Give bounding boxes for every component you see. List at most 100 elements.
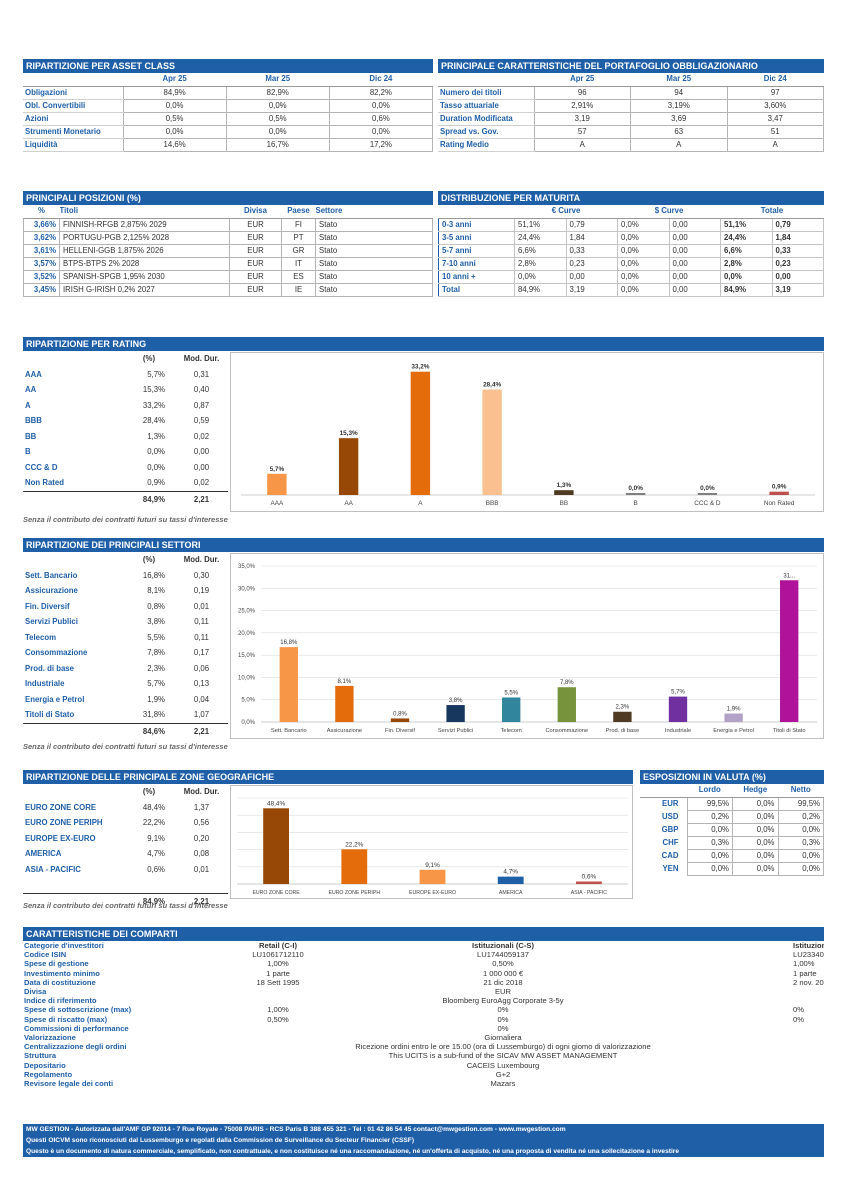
- footer-line-3: Questo è un documento di natura commerci…: [23, 1146, 824, 1157]
- category-label: Energia e Petrol: [713, 728, 754, 734]
- zone-row-label: ASIA - PACIFIC: [25, 864, 81, 874]
- col-settore: Settore: [315, 205, 433, 219]
- position-title: IRISH G-IRISH 0,2% 2027: [59, 282, 230, 297]
- compartment-common-value: Ricezione ordini entro le ore 15.00 (ora…: [355, 1042, 651, 1052]
- category-label: B: [633, 500, 637, 507]
- compartment-key: Categorie d'investitori: [24, 941, 104, 950]
- compartment-value-ci: Retail (C-I): [259, 941, 297, 950]
- compartment-value-cs: 1 000 000 €: [482, 968, 524, 978]
- sectors-total-dur: 2,21: [175, 722, 228, 739]
- compartment-key: Commissioni di performance: [24, 1023, 129, 1033]
- maturity-value: 0,79: [771, 217, 824, 232]
- category-label: Non Rated: [764, 500, 795, 507]
- asset-class-row-label: Obl. Convertibili: [23, 99, 123, 113]
- compartment-row: Depositario CACEIS Luxembourg: [23, 1061, 824, 1070]
- bond-char-row-value: 57: [533, 124, 631, 139]
- currency-title: ESPOSIZIONI IN VALUTA (%): [640, 770, 824, 784]
- compartment-value-cs: LU1744059137: [477, 950, 529, 960]
- bond-char-row-value: 3,60%: [726, 98, 824, 113]
- col-pct: (%): [142, 554, 156, 564]
- category-label: BBB: [486, 500, 499, 507]
- asset-class-row-label: Liquidità: [23, 138, 123, 152]
- category-label: Telecom: [501, 728, 522, 734]
- col-paese: Paese: [281, 205, 316, 219]
- currency-row: CHF 0,3% 0,0% 0,3%: [640, 835, 824, 850]
- currency-value: 0,0%: [732, 861, 779, 876]
- positions-table: % Titoli Divisa Paese Settore 3,66% FINNI…: [23, 205, 433, 297]
- asset-class-row-label: Azioni: [23, 112, 123, 126]
- rating-row-label: BBB: [25, 416, 42, 425]
- sector-row-label: Prod. di base: [25, 663, 74, 673]
- compartment-key: Centralizzazione degli ordini: [24, 1042, 127, 1052]
- rating-row: BB 1,3% 0,02: [23, 429, 228, 445]
- compartment-value-ci: 1,00%: [267, 1005, 289, 1015]
- col-mod-dur: Mod. Dur.: [183, 554, 220, 564]
- compartment-common-value: Giornaliera: [484, 1033, 522, 1043]
- sector-row: Consommazione 7,8% 0,17: [23, 645, 228, 661]
- currency-code: CHF: [662, 837, 679, 847]
- asset-class-row-value: 0,0%: [225, 98, 330, 113]
- sector-row-label: Servizi Publici: [25, 617, 78, 626]
- sector-row-pct: 16,8%: [142, 570, 165, 580]
- col-titoli: Titoli: [59, 205, 230, 219]
- sector-row: Prod. di base 2,3% 0,06: [23, 661, 228, 677]
- maturity-table: € Curve $ Curve Totale 0-3 anni 51,1% 0,79…: [438, 205, 824, 297]
- col-mar25: Mar 25: [226, 73, 330, 87]
- col-mod-dur: Mod. Dur.: [183, 353, 220, 363]
- zone-row-pct: 9,1%: [147, 833, 165, 843]
- rating-row-dur: 0,87: [193, 400, 210, 410]
- sector-row-label: Consommazione: [25, 648, 88, 657]
- zone-row: AMERICA 4,7% 0,08: [23, 846, 228, 862]
- position-sector: Stato: [315, 282, 433, 297]
- currency-value: 0,0%: [777, 861, 824, 876]
- position-sector: Stato: [315, 230, 433, 245]
- position-country: FI: [281, 217, 316, 232]
- compartments-table: Categorie d'investitori Retail (C-I) Istit…: [23, 941, 824, 1088]
- rating-row: AA 15,3% 0,40: [23, 382, 228, 398]
- data-label: 48,4%: [267, 800, 285, 807]
- rating-row-label: AA: [25, 385, 37, 394]
- position-title: HELLENI-GGB 1,875% 2026: [59, 243, 230, 258]
- bond-char-row-label: Rating Medio: [438, 138, 534, 152]
- position-sector: Stato: [315, 217, 433, 232]
- category-label: EUROPE EX-EURO: [409, 890, 456, 896]
- data-label: 16,8%: [280, 640, 298, 646]
- asset-class-row-value: 17,2%: [328, 137, 434, 152]
- position-title: SPANISH-SPGB 1,95% 2030: [59, 269, 230, 284]
- bar: [335, 685, 354, 722]
- bond-char-row-value: A: [630, 137, 728, 152]
- data-label: 8,1%: [338, 679, 352, 685]
- category-label: ASIA - PACIFIC: [571, 890, 607, 896]
- bond-char-row: Numero dei titoli 96 94 97: [438, 85, 824, 100]
- category-label: EURO ZONE CORE: [252, 890, 300, 896]
- maturity-value: 0,00: [668, 243, 721, 258]
- compartment-key: Depositario: [24, 1060, 66, 1070]
- compartment-spacer: [223, 1061, 333, 1070]
- y-tick-label: 25,0%: [238, 609, 256, 615]
- sectors-bar-chart: 0,0% 5,0% 10,0% 15,0% 20,0% 25,0% 30,0% 35,0% 16…: [238, 564, 817, 734]
- data-label: 2,3%: [616, 705, 630, 711]
- sector-row-label: Telecom: [25, 632, 57, 642]
- sector-row-pct: 31,8%: [142, 710, 165, 719]
- position-title: FINNISH-RFGB 2,875% 2029: [59, 217, 230, 232]
- rating-row-dur: 0,02: [193, 478, 210, 487]
- currency-row: YEN 0,0% 0,0% 0,0%: [640, 861, 824, 876]
- sector-row-label: Fin. Diversif: [25, 601, 70, 611]
- sector-row: Sett. Bancario 16,8% 0,30: [23, 568, 228, 584]
- bar: [341, 849, 368, 884]
- sector-row-dur: 0,06: [193, 663, 210, 673]
- asset-class-row-value: 0,0%: [328, 98, 434, 113]
- bar: [497, 876, 524, 884]
- rating-row-pct: 0,0%: [147, 447, 165, 456]
- maturity-value: 0,00: [668, 217, 721, 232]
- sector-row-pct: 5,5%: [147, 632, 165, 642]
- asset-class-row-value: 0,0%: [122, 98, 227, 113]
- rating-row: AAA 5,7% 0,31: [23, 367, 228, 383]
- bond-char-row: Tasso attuariale 2,91% 3,19% 3,60%: [438, 98, 824, 113]
- compartment-key: Struttura: [24, 1051, 57, 1061]
- compartment-value-cs: 0%: [497, 1014, 509, 1024]
- currency-value: 0,0%: [686, 822, 733, 837]
- currency-row: CAD 0,0% 0,0% 0,0%: [640, 848, 824, 863]
- position-row: 3,62% PORTUGU-PGB 2,125% 2028 EUR PT Stato: [23, 230, 433, 245]
- compartment-row: Divisa EUR: [23, 987, 824, 996]
